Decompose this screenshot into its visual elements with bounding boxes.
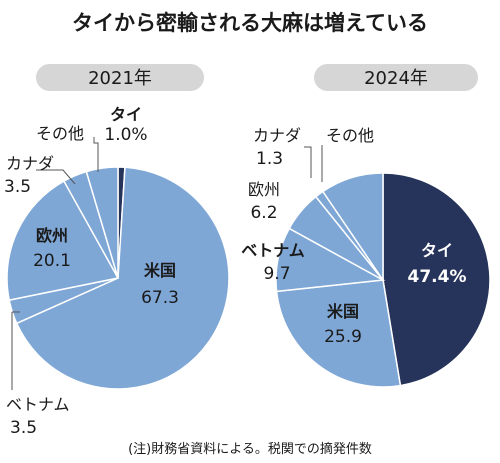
- label-2021-vietnam-value: 3.5: [10, 418, 37, 438]
- label-2024-europe-value: 6.2: [250, 203, 277, 223]
- pie-2024: [275, 172, 491, 388]
- leader-lines: [11, 137, 323, 390]
- label-2021-thai-name: タイ: [110, 105, 142, 124]
- label-2024-thai-value: 47.4%: [408, 267, 467, 287]
- year-label-2021: 2021年: [88, 68, 152, 89]
- source-note: (注)財務省資料による。税関での摘発件数: [128, 441, 372, 457]
- slice-2024-thai: [382, 172, 491, 387]
- label-2021-us-name: 米国: [144, 261, 176, 280]
- leader-2024-canada: [304, 146, 312, 178]
- slice-2021-us: [15, 166, 230, 390]
- slice-2024-sonota: [321, 172, 384, 283]
- label-2024-canada-value: 1.3: [256, 149, 283, 169]
- label-2024-europe-name: 欧州: [248, 180, 280, 199]
- year-pill-2024: [314, 64, 478, 91]
- slice-2021-europe: [6, 180, 120, 302]
- leader-2021-canada: [36, 169, 76, 185]
- label-2021-us-value: 67.3: [141, 288, 179, 308]
- label-2021-europe-name: 欧州: [36, 226, 68, 245]
- label-2024-us-name: 米国: [327, 302, 359, 321]
- slice-2021-sonota: [85, 166, 119, 279]
- slice-2024-us: [275, 279, 402, 388]
- label-2021-europe-value: 20.1: [33, 251, 71, 271]
- label-2024-us-value: 25.9: [324, 327, 362, 347]
- label-2024-vietnam-name: ベトナム: [241, 241, 305, 260]
- year-pill-2021: [36, 64, 204, 91]
- label-2021-canada-name: カナダ: [6, 154, 54, 173]
- labels-2021: タイ 1.0% その他 カナダ 3.5 欧州 20.1 米国 67.3 ベトナム…: [4, 105, 179, 438]
- year-label-2024: 2024年: [364, 68, 428, 89]
- label-2024-vietnam-value: 9.7: [263, 264, 290, 284]
- pie-2021: [6, 166, 230, 390]
- label-2024-sonota-name: その他: [326, 126, 374, 145]
- label-2021-vietnam-name: ベトナム: [6, 395, 70, 414]
- chart-title: タイから密輸される大麻は増えている: [72, 11, 428, 35]
- labels-2024: カナダ 1.3 その他 欧州 6.2 ベトナム 9.7 米国 25.9 タイ 4…: [241, 126, 466, 347]
- label-2024-thai-name: タイ: [421, 241, 453, 260]
- label-2021-canada-value: 3.5: [4, 177, 31, 197]
- label-2021-thai-value: 1.0%: [104, 125, 147, 145]
- label-2024-canada-name: カナダ: [253, 126, 301, 145]
- leader-2021-sonota: [93, 137, 99, 172]
- label-2021-sonota-name: その他: [36, 124, 84, 143]
